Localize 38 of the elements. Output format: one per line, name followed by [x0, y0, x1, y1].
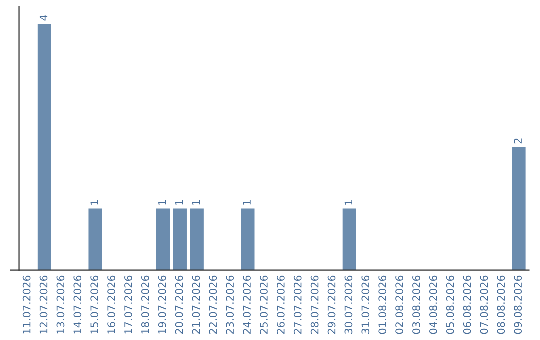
x-tick-label: 07.08.2026	[480, 276, 488, 334]
data-label: 1	[175, 200, 184, 205]
x-tick-label: 23.07.2026	[226, 276, 234, 334]
x-tick-label: 11.07.2026	[22, 276, 31, 334]
x-tick-label: 09.08.2026	[514, 276, 522, 334]
data-label: 4	[40, 15, 48, 21]
data-label: 1	[192, 200, 200, 205]
x-tick-label: 21.07.2026	[192, 276, 200, 334]
data-label: 1	[90, 200, 98, 205]
x-tick-label: 31.07.2026	[362, 276, 370, 334]
x-tick-label: 18.07.2026	[141, 276, 150, 334]
x-tick-label: 16.07.2026	[108, 276, 116, 334]
data-label: 1	[158, 200, 166, 205]
x-tick-label: 30.07.2026	[344, 276, 353, 334]
x-tick-label: 12.07.2026	[40, 276, 48, 334]
x-tick-label: 03.08.2026	[412, 276, 420, 334]
x-tick-label: 15.07.2026	[90, 276, 99, 334]
x-tick-label: 01.08.2026	[378, 276, 387, 334]
data-label: 1	[243, 200, 251, 205]
data-label: 1	[344, 200, 352, 205]
x-tick-label: 26.07.2026	[277, 276, 285, 334]
x-tick-label: 06.08.2026	[463, 276, 472, 334]
x-tick-label: 13.07.2026	[56, 276, 65, 334]
x-tick-label: 28.07.2026	[310, 276, 319, 334]
x-tick-label: 29.07.2026	[328, 276, 336, 334]
x-tick-label: 17.07.2026	[124, 276, 132, 334]
x-tick-label: 02.08.2026	[396, 276, 404, 334]
x-tick-label: 04.08.2026	[429, 276, 438, 334]
x-tick-label: 24.07.2026	[243, 276, 251, 334]
x-tick-label: 19.07.2026	[158, 276, 166, 334]
x-tick-label: 14.07.2026	[74, 276, 82, 334]
x-tick-label: 20.07.2026	[175, 276, 184, 334]
x-tick-label: 27.07.2026	[294, 276, 302, 334]
data-label: 2	[514, 138, 522, 144]
x-tick-label: 08.08.2026	[497, 276, 506, 334]
x-tick-label: 05.08.2026	[446, 276, 454, 334]
x-tick-label: 22.07.2026	[209, 276, 218, 334]
x-tick-label: 25.07.2026	[260, 276, 268, 334]
